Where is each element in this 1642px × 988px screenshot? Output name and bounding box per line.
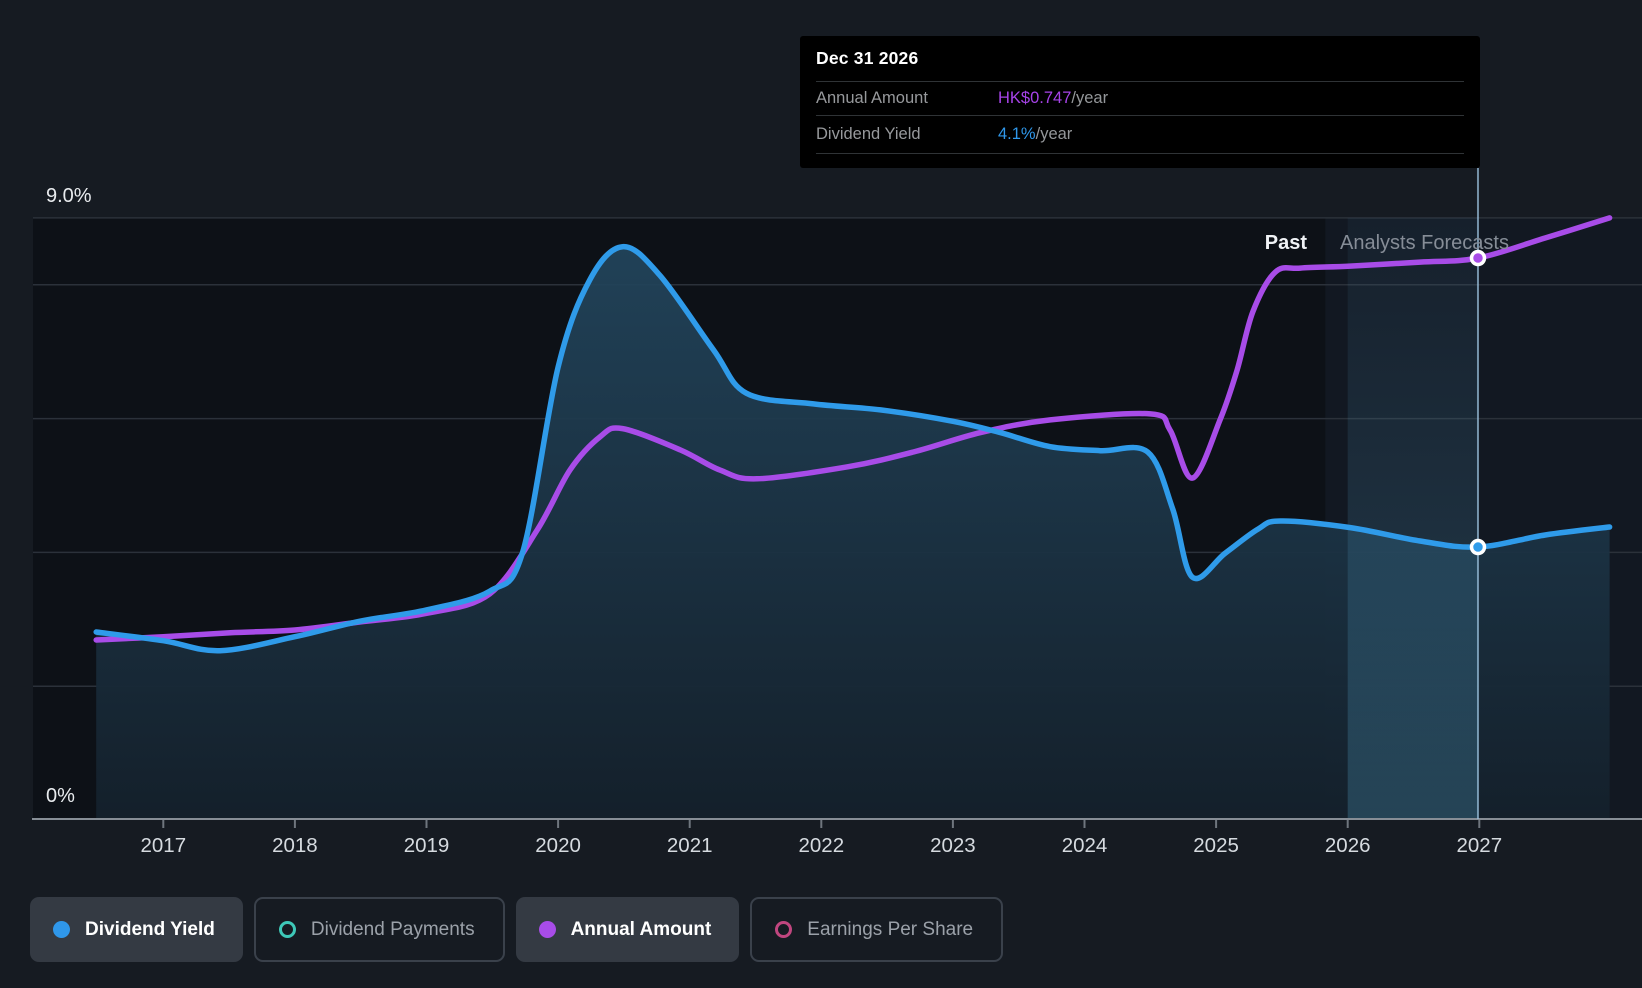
filled-dot-icon-annual-amount [538,921,556,938]
dividend-yield-line [93,243,1613,654]
hover-marker-annual-amount [1469,249,1487,267]
tooltip-label-dividend-yield: Dividend Yield [816,125,921,143]
legend-chip-label: Dividend Payments [310,918,475,940]
filled-dot-icon-dividend-yield [53,921,70,938]
x-axis-label-2024: 2024 [1062,834,1108,857]
tooltip-suffix-dividend-yield: /year [1035,125,1073,143]
x-axis-label-2025: 2025 [1193,834,1239,857]
tooltip-date: Dec 31 2026 [816,48,919,68]
y-axis-label-top: 9.0% [46,185,92,207]
annual-amount-line [93,215,1613,643]
ring-icon-earnings-per-share [775,921,793,938]
tooltip-value-annual-amount: HK$0.747 [998,89,1072,107]
hover-year-band [1347,217,1478,820]
tooltip-row-annual-amount: Annual Amount HK$0.747 /year [816,81,1464,115]
legend-chip-label: Earnings Per Share [807,918,974,940]
x-axis-label-2022: 2022 [798,834,844,857]
x-axis-label-2020: 2020 [535,834,581,857]
tooltip-value-dividend-yield: 4.1% [998,125,1036,143]
legend-chip-label: Annual Amount [570,918,712,940]
past-region-label: Past [1265,232,1308,254]
chart-legend: Dividend Yield Dividend Payments Annual Am… [30,897,1004,962]
legend-chip-annual-amount[interactable]: Annual Amount [515,897,740,962]
chart-tooltip: Dec 31 2026 Annual Amount HK$0.747 /year… [800,36,1480,168]
tooltip-suffix-annual-amount: /year [1071,89,1109,107]
x-axis-label-2026: 2026 [1325,834,1371,857]
forecast-region-label: Analysts Forecasts [1340,232,1509,254]
tooltip-label-annual-amount: Annual Amount [816,89,928,107]
legend-chip-earnings-per-share[interactable]: Earnings Per Share [750,897,1004,962]
legend-chip-label: Dividend Yield [85,918,215,940]
x-axis-label-2019: 2019 [404,834,450,857]
x-axis-label-2021: 2021 [667,834,713,857]
hover-marker-dividend-yield [1469,538,1487,556]
y-axis-label-bottom: 0% [46,785,75,807]
ring-icon-dividend-payments [278,921,296,938]
legend-chip-dividend-payments[interactable]: Dividend Payments [253,897,505,962]
legend-chip-dividend-yield[interactable]: Dividend Yield [30,897,243,962]
tooltip-row-dividend-yield: Dividend Yield 4.1% /year [816,115,1464,154]
x-axis-label-2023: 2023 [930,834,976,857]
dividend-yield-area-fill [96,246,1610,820]
x-axis-label-2027: 2027 [1456,834,1502,857]
x-axis-label-2017: 2017 [140,834,186,857]
x-axis-label-2018: 2018 [272,834,318,857]
